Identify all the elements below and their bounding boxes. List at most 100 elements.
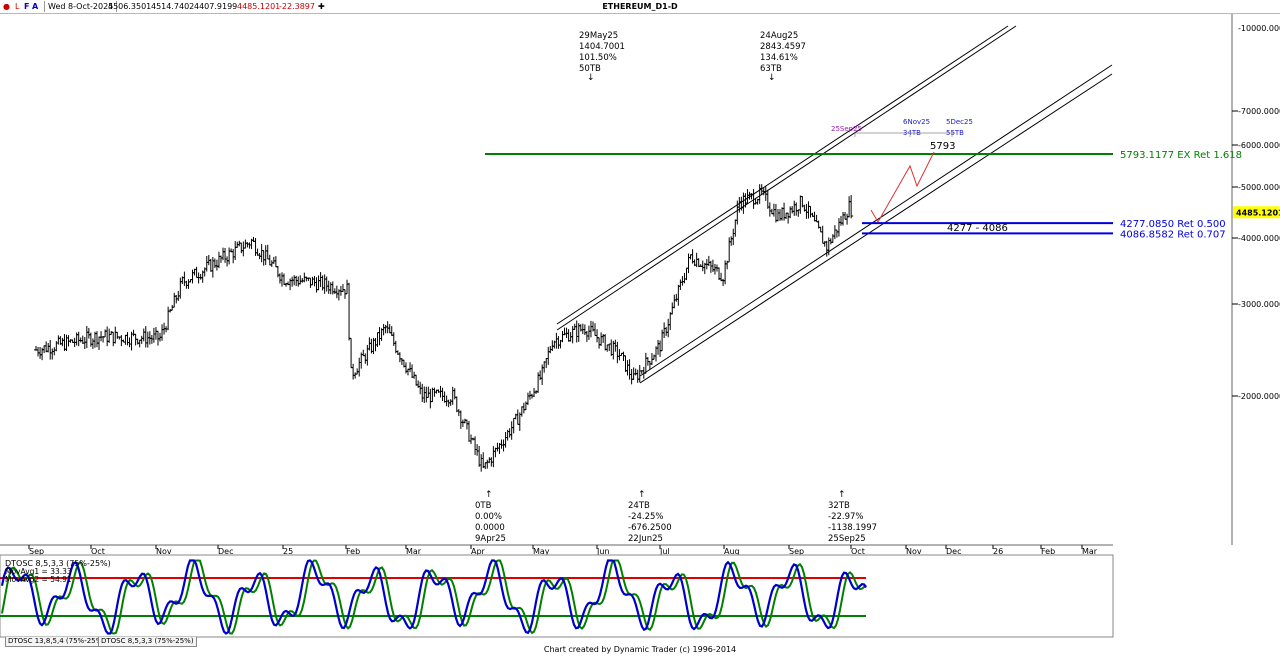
- price-bar: [223, 247, 228, 263]
- price-bar: [243, 239, 248, 249]
- price-bar: [550, 340, 555, 352]
- price-bar: [381, 323, 386, 336]
- price-bar: [86, 327, 91, 339]
- a-icon[interactable]: A: [32, 2, 39, 11]
- price-bar: [780, 207, 785, 221]
- price-bar: [773, 203, 778, 223]
- price-bar: [656, 339, 661, 355]
- price-bar: [141, 328, 146, 342]
- price-bar: [605, 344, 610, 352]
- price-tick-label: -7000.0000: [1238, 107, 1280, 116]
- channel-line: [639, 73, 1113, 384]
- footer-credit: Chart created by Dynamic Trader (c) 1996…: [543, 645, 737, 654]
- price-bar: [706, 255, 711, 267]
- crosshair-icon[interactable]: ✚: [318, 2, 325, 11]
- price-bar: [221, 247, 226, 261]
- price-bar: [745, 189, 750, 204]
- annotation-text: 22Jun25: [628, 534, 663, 544]
- price-bar: [334, 285, 339, 299]
- indicator-frame: [0, 554, 1114, 638]
- price-bar: [633, 368, 638, 376]
- annotation-text: 25Sep25: [828, 534, 866, 544]
- price-bar: [635, 369, 640, 383]
- price-bar: [367, 337, 372, 351]
- time-tick-label: Feb: [346, 547, 360, 556]
- price-bar: [525, 392, 530, 406]
- price-bar: [326, 280, 331, 294]
- annotation: 5Dec25 55TB: [946, 118, 973, 137]
- price-bar: [353, 372, 358, 379]
- price-bar: [304, 276, 309, 282]
- annotation-text: -1138.1997: [828, 523, 877, 533]
- price-bar: [123, 334, 128, 345]
- price-bar: [483, 462, 488, 470]
- price-bar: [717, 267, 722, 280]
- price-tick-label: -6000.0000: [1238, 141, 1280, 150]
- price-bar: [267, 254, 272, 266]
- price-bar: [178, 277, 183, 299]
- price-bar: [290, 276, 295, 287]
- time-axis[interactable]: Sep Oct Nov Dec 25 Feb Mar Apr May Jun Jul Aug Sep Oc…: [28, 545, 1098, 556]
- toolbar-low: 4407.9199: [194, 2, 238, 11]
- toolbar: ● L F A Wed 8-Oct-2025 4506.3501 4514.74…: [0, 0, 1280, 14]
- price-bar: [428, 388, 433, 409]
- indicator-tab-2[interactable]: DTOSC 8,5,3,3 (75%-25%): [98, 637, 197, 647]
- price-bar: [845, 213, 850, 225]
- price-bar: [843, 211, 848, 220]
- indicator-ma1: MovAvg1 = 33.33: [5, 567, 72, 576]
- annotation-text: -24.25%: [628, 512, 663, 522]
- price-pane[interactable]: 5793.1177 EX Ret 1.618 4277.0850 Ret 0.50…: [34, 25, 1242, 472]
- price-bar: [521, 402, 526, 414]
- price-bar: [62, 334, 67, 351]
- price-bar: [808, 205, 813, 218]
- bar-icon[interactable]: ●: [3, 2, 10, 11]
- price-bar: [111, 331, 116, 347]
- price-bar: [450, 386, 455, 405]
- price-bar: [603, 334, 608, 351]
- indicator-pane[interactable]: DTOSC 8,5,3,3 (75%-25%)MovAvg1 = 33.33Mo…: [0, 554, 1114, 638]
- price-bar: [477, 446, 482, 467]
- annotation-text: 5Dec25: [946, 118, 973, 126]
- price-bar: [273, 256, 278, 268]
- price-bar: [82, 336, 87, 350]
- price-bar: [340, 284, 345, 293]
- price-axis[interactable]: -7000.0000 -6000.0000 -5000.0000 -4000.0000…: [1232, 24, 1280, 401]
- fib-icon[interactable]: F: [24, 2, 30, 11]
- line-icon[interactable]: L: [15, 2, 20, 11]
- price-bar: [731, 228, 736, 246]
- price-bar: [357, 357, 362, 377]
- price-bar: [184, 280, 189, 289]
- price-bar: [76, 331, 81, 347]
- price-bars: [34, 184, 854, 472]
- indicator-name: DTOSC 8,5,3,3 (75%-25%): [5, 559, 111, 568]
- price-bar: [495, 442, 500, 452]
- price-bar: [426, 386, 431, 398]
- price-bar: [46, 343, 51, 353]
- price-bar: [544, 358, 549, 369]
- price-bar: [208, 258, 213, 272]
- current-price-box: [1233, 206, 1279, 219]
- price-bar: [212, 258, 217, 269]
- price-bar: [279, 272, 284, 287]
- price-bar: [349, 337, 354, 369]
- price-bar: [109, 331, 114, 335]
- price-bar: [503, 431, 508, 448]
- time-tick-label: Dec: [218, 547, 233, 556]
- price-bar: [560, 331, 565, 343]
- price-bar: [668, 312, 673, 331]
- price-bar: [623, 355, 628, 372]
- price-bar: [820, 225, 825, 244]
- price-bar: [788, 206, 793, 219]
- price-bar: [765, 189, 770, 209]
- price-bar: [296, 276, 301, 287]
- price-bar: [50, 348, 55, 360]
- projection-line: [870, 151, 935, 223]
- price-bar: [485, 459, 490, 469]
- price-bar: [318, 272, 323, 288]
- price-bar: [105, 326, 110, 347]
- price-bar: [44, 341, 49, 353]
- price-bar: [615, 341, 620, 364]
